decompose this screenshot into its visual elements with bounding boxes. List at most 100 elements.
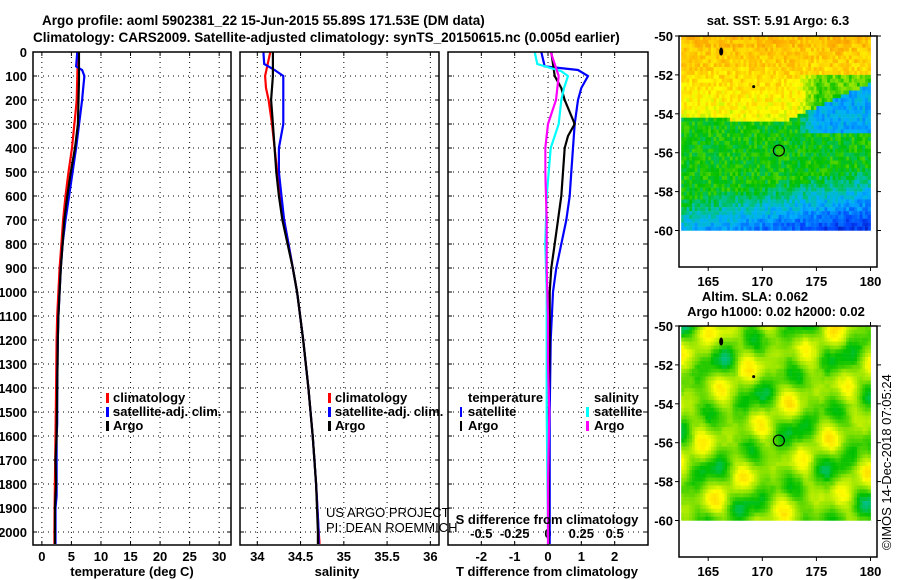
map-cell (767, 172, 771, 177)
map-cell (789, 187, 793, 192)
map-cell (808, 333, 812, 338)
map-cell (740, 94, 744, 99)
map-cell (697, 144, 701, 149)
map-cell (702, 392, 706, 397)
map-cell (862, 71, 866, 76)
map-cell (743, 113, 747, 118)
map-cell (705, 341, 709, 346)
map-cell (848, 341, 852, 346)
map-cell (724, 399, 728, 404)
map-cell (775, 148, 779, 153)
map-cell (738, 222, 742, 227)
map-cell (827, 90, 831, 95)
map-cell (789, 341, 793, 346)
map-cell (824, 384, 828, 389)
map-cell (789, 113, 793, 118)
map-cell (862, 67, 866, 72)
map-cell (797, 160, 801, 165)
map-cell (805, 125, 809, 130)
map-cell (740, 191, 744, 196)
map-cell (781, 214, 785, 219)
map-cell (724, 117, 728, 122)
map-cell (748, 203, 752, 208)
map-cell (800, 90, 804, 95)
map-cell (740, 353, 744, 358)
map-cell (694, 199, 698, 204)
map-cell (816, 345, 820, 350)
map-cell (694, 384, 698, 389)
map-cell (781, 129, 785, 134)
map-cell (689, 191, 693, 196)
map-cell (802, 55, 806, 60)
map-cell (800, 94, 804, 99)
map-cell (862, 59, 866, 64)
map-cell (743, 368, 747, 373)
map-cell (770, 211, 774, 216)
map-cell (692, 384, 696, 389)
map-cell (827, 326, 831, 331)
lat-tick-label: -60 (654, 224, 673, 239)
map-cell (700, 326, 704, 331)
map-cell (708, 67, 712, 72)
map-cell (786, 392, 790, 397)
map-cell (797, 333, 801, 338)
map-cell (767, 113, 771, 118)
map-cell (781, 90, 785, 95)
map-cell (816, 364, 820, 369)
map-cell (756, 341, 760, 346)
map-cell (797, 113, 801, 118)
map-cell (821, 133, 825, 138)
map-cell (808, 39, 812, 44)
map-cell (775, 129, 779, 134)
map-cell (721, 226, 725, 231)
map-cell (789, 211, 793, 216)
map-cell (735, 222, 739, 227)
map-cell (843, 51, 847, 56)
map-cell (683, 372, 687, 377)
map-cell (729, 218, 733, 223)
map-cell (694, 141, 698, 146)
map-cell (824, 86, 828, 91)
map-cell (835, 187, 839, 192)
map-cell (816, 125, 820, 130)
map-cell (805, 117, 809, 122)
map-cell (700, 368, 704, 373)
map-cell (862, 195, 866, 200)
map-cell (767, 125, 771, 130)
map-cell (738, 396, 742, 401)
map-cell (854, 333, 858, 338)
map-cell (854, 226, 858, 231)
map-cell (805, 106, 809, 111)
map-cell (857, 144, 861, 149)
map-cell (819, 67, 823, 72)
map-cell (846, 384, 850, 389)
map-cell (857, 148, 861, 153)
map-cell (843, 121, 847, 126)
map-cell (727, 380, 731, 385)
map-cell (748, 380, 752, 385)
map-cell (775, 211, 779, 216)
map-cell (692, 168, 696, 173)
map-cell (811, 341, 815, 346)
map-cell (773, 78, 777, 83)
map-cell (716, 337, 720, 342)
map-cell (789, 361, 793, 366)
map-cell (819, 106, 823, 111)
map-cell (759, 218, 763, 223)
map-cell (694, 392, 698, 397)
map-cell (710, 117, 714, 122)
map-cell (800, 396, 804, 401)
map-cell (686, 82, 690, 87)
map-cell (762, 353, 766, 358)
map-cell (843, 82, 847, 87)
map-cell (805, 172, 809, 177)
map-cell (816, 396, 820, 401)
map-cell (724, 39, 728, 44)
map-cell (843, 152, 847, 157)
map-cell (746, 36, 750, 41)
map-cell (765, 55, 769, 60)
map-cell (681, 191, 685, 196)
map-cell (808, 109, 812, 114)
map-cell (716, 90, 720, 95)
map-cell (702, 168, 706, 173)
